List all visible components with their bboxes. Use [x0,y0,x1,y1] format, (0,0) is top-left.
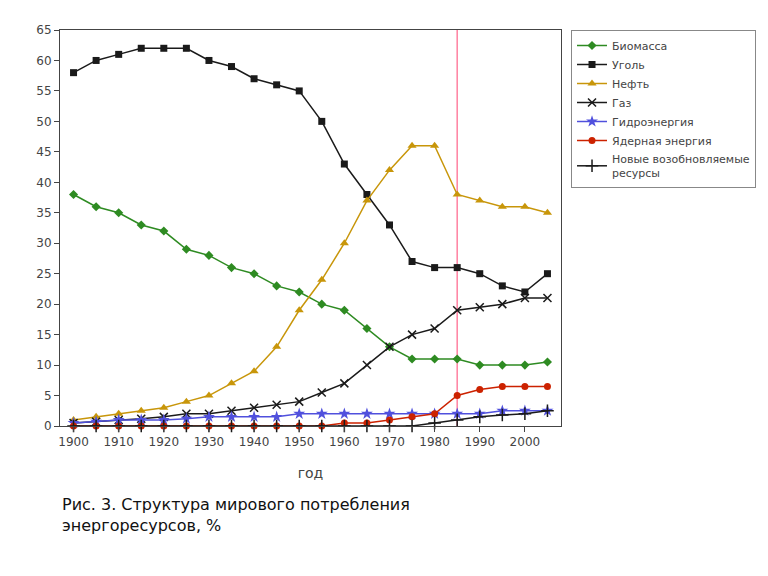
svg-text:Новые возобновляемыересурсы: Новые возобновляемыересурсы [612,153,750,180]
svg-text:40: 40 [36,176,51,190]
svg-text:1990: 1990 [464,435,495,449]
svg-text:год: год [298,465,324,481]
svg-text:10: 10 [36,358,51,372]
svg-text:55: 55 [36,84,51,98]
svg-text:0: 0 [44,419,52,433]
svg-text:1950: 1950 [284,435,315,449]
svg-text:1940: 1940 [239,435,270,449]
svg-text:60: 60 [36,54,51,68]
svg-text:35: 35 [36,206,51,220]
svg-text:1920: 1920 [149,435,180,449]
svg-text:1980: 1980 [419,435,450,449]
svg-text:5: 5 [44,389,52,403]
svg-text:20: 20 [36,297,51,311]
svg-text:1970: 1970 [374,435,405,449]
svg-text:1900: 1900 [58,435,89,449]
svg-text:Уголь: Уголь [612,59,645,72]
svg-text:Гидроэнергия: Гидроэнергия [612,116,694,129]
svg-text:65: 65 [36,23,51,37]
svg-text:Газ: Газ [612,97,631,110]
svg-text:1960: 1960 [329,435,360,449]
svg-text:Биомасса: Биомасса [612,40,667,53]
svg-text:15: 15 [36,328,51,342]
svg-text:45: 45 [36,145,51,159]
svg-text:1910: 1910 [103,435,134,449]
svg-text:30: 30 [36,236,51,250]
svg-text:Нефть: Нефть [612,78,649,91]
svg-text:50: 50 [36,115,51,129]
svg-text:25: 25 [36,267,51,281]
svg-text:2000: 2000 [510,435,541,449]
svg-text:Рис. 3. Структура мирового пот: Рис. 3. Структура мирового потребленияэн… [62,495,410,535]
svg-text:Ядерная энергия: Ядерная энергия [612,135,712,148]
svg-text:1930: 1930 [194,435,225,449]
